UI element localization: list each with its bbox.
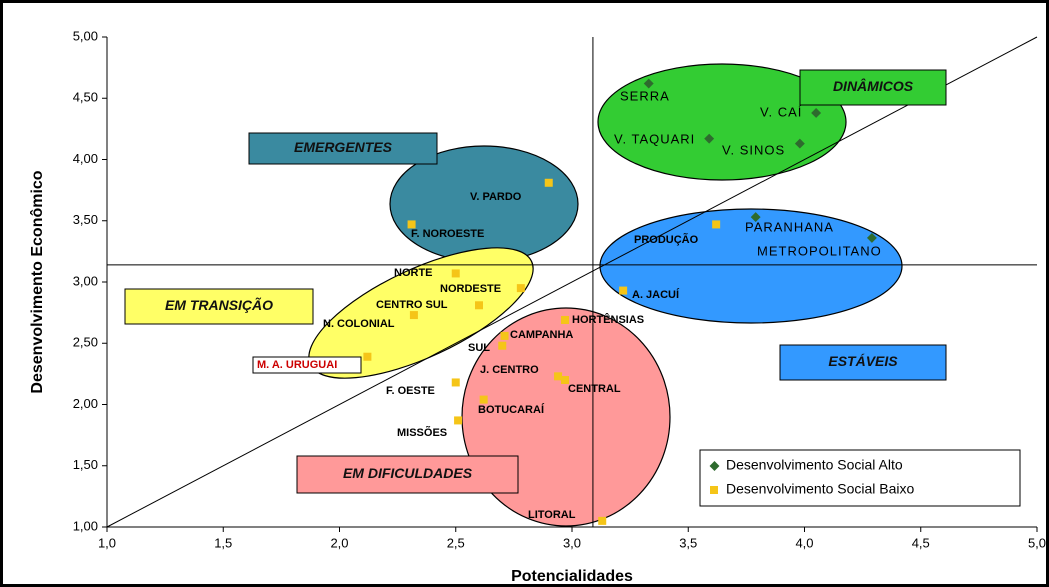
label-box <box>252 356 362 374</box>
y-tick-label: 1,00 <box>73 518 98 533</box>
point <box>479 395 488 404</box>
group-box <box>779 344 947 381</box>
point-label: V. SINOS <box>722 142 785 157</box>
legend-label: Desenvolvimento Social Alto <box>726 457 903 473</box>
point-label: V. TAQUARI <box>614 131 695 146</box>
point-label: J. CENTRO <box>480 364 539 376</box>
y-tick-label: 2,50 <box>73 335 98 350</box>
point-label: MISSÕES <box>397 426 447 439</box>
group-ellipse <box>597 63 847 181</box>
x-tick-label: 4,0 <box>795 535 813 550</box>
point <box>475 301 483 310</box>
point-label: PARANHANA <box>745 219 834 234</box>
legend-box <box>699 449 1021 507</box>
x-tick-label: 1,0 <box>98 535 116 550</box>
x-tick-label: 3,5 <box>679 535 697 550</box>
point-label: PRODUÇÃO <box>634 233 699 246</box>
point-label: M. A. URUGUAI <box>257 359 337 371</box>
point-label: SERRA <box>620 88 670 103</box>
x-tick-label: 1,5 <box>214 535 232 550</box>
point-label: BOTUCARAÍ <box>478 403 545 416</box>
point-label: HORTÊNSIAS <box>572 313 644 326</box>
group-box <box>296 455 519 494</box>
legend-marker <box>710 486 718 494</box>
group-ellipse <box>599 208 903 324</box>
point-label: CENTRO SUL <box>376 299 448 311</box>
point-label: LITORAL <box>528 509 576 521</box>
point-label: V. CAÍ <box>760 104 802 119</box>
point <box>451 378 460 387</box>
group-box <box>248 132 438 165</box>
x-tick-label: 2,5 <box>447 535 465 550</box>
point <box>561 376 570 384</box>
point-label: A. JACUÍ <box>632 288 680 301</box>
point-label: F. NOROESTE <box>411 228 484 240</box>
x-tick-label: 2,0 <box>330 535 348 550</box>
diagonal-line <box>106 36 1038 528</box>
y-tick-label: 3,50 <box>73 212 98 227</box>
point <box>561 315 570 324</box>
point <box>516 284 525 293</box>
y-tick-label: 5,00 <box>73 28 98 43</box>
y-tick-label: 4,00 <box>73 151 98 166</box>
point <box>866 232 877 243</box>
group-label: DINÂMICOS <box>833 77 914 94</box>
point <box>704 133 715 144</box>
x-axis-label: Potencialidades <box>511 568 633 585</box>
y-tick-label: 3,00 <box>73 273 98 288</box>
x-tick-label: 4,5 <box>912 535 930 550</box>
point <box>619 286 628 295</box>
point <box>598 516 607 525</box>
point-label: F. OESTE <box>386 385 435 397</box>
group-label: EM DIFICULDADES <box>343 465 473 481</box>
point-label: CAMPANHA <box>510 329 573 341</box>
point <box>407 220 416 229</box>
x-tick-label: 5,0 <box>1028 535 1046 550</box>
group-label: ESTÁVEIS <box>828 353 898 369</box>
point <box>794 138 805 149</box>
y-tick-label: 4,50 <box>73 90 98 105</box>
point <box>712 220 721 229</box>
group-label: EMERGENTES <box>294 139 393 155</box>
legend-label: Desenvolvimento Social Baixo <box>726 481 915 497</box>
point-label: SUL <box>468 342 490 354</box>
point <box>811 108 822 118</box>
x-tick-label: 3,0 <box>563 535 581 550</box>
y-axis-label: Desenvolvimento Econômico <box>29 170 46 393</box>
point <box>451 269 460 278</box>
y-tick-label: 1,50 <box>73 457 98 472</box>
group-label: EM TRANSIÇÃO <box>165 296 273 313</box>
point <box>409 311 418 320</box>
y-tick-label: 2,00 <box>73 396 98 411</box>
legend-marker <box>709 461 720 471</box>
point-label: N. COLONIAL <box>323 318 395 330</box>
point-label: NORDESTE <box>440 283 501 295</box>
group-box <box>124 288 314 325</box>
point <box>643 78 654 89</box>
point <box>554 372 563 381</box>
group-box <box>799 69 947 106</box>
point <box>750 212 761 223</box>
point-label: METROPOLITANO <box>757 243 882 258</box>
point <box>363 352 372 361</box>
point <box>454 416 463 425</box>
point-label: CENTRAL <box>568 383 621 395</box>
point <box>500 331 509 340</box>
point-label: NORTE <box>394 267 433 279</box>
point <box>544 178 553 187</box>
point <box>498 341 507 350</box>
point-label: V. PARDO <box>470 191 522 203</box>
